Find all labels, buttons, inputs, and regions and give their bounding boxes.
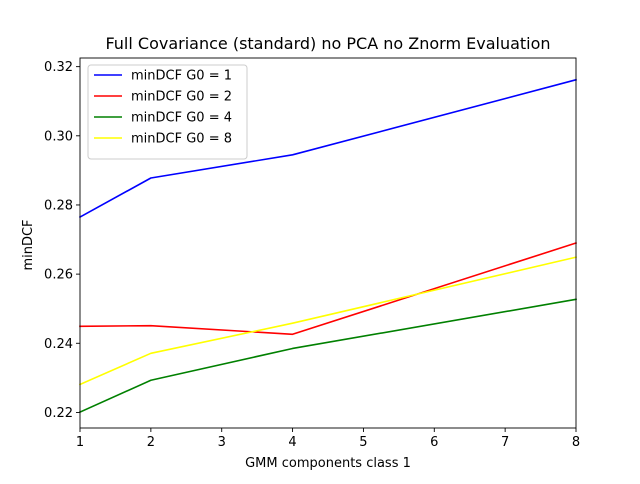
y-tick-label: 0.24 <box>44 337 73 352</box>
legend-label-4: minDCF G0 = 8 <box>131 132 232 147</box>
series-line-3 <box>78 298 577 414</box>
x-tick-label: 7 <box>501 435 509 450</box>
x-tick-label: 2 <box>147 435 155 450</box>
chart-title: Full Covariance (standard) no PCA no Zno… <box>105 34 550 53</box>
y-axis-label: minDCF <box>21 219 36 270</box>
y-tick-label: 0.32 <box>44 60 73 75</box>
y-tick-label: 0.28 <box>44 198 73 213</box>
x-tick-label: 5 <box>359 435 367 450</box>
legend-label-2: minDCF G0 = 2 <box>131 90 232 105</box>
y-tick-label: 0.22 <box>44 406 73 421</box>
legend-box <box>87 64 248 160</box>
series-line-2 <box>79 241 578 336</box>
plot-area: 1 2 3 4 5 6 7 8 0.22 0.24 0.26 0.28 0.30 0.32 <box>44 57 580 450</box>
legend-label-3: minDCF G0 = 4 <box>131 111 232 126</box>
x-tick-label: 3 <box>218 435 226 450</box>
x-tick-label: 1 <box>76 435 84 450</box>
series-line-4 <box>78 256 577 386</box>
x-tick-label: 6 <box>430 435 438 450</box>
legend: minDCF G0 = 1 minDCF G0 = 2 minDCF G0 = 4 m… <box>87 64 248 160</box>
x-axis-label: GMM components class 1 <box>245 456 411 471</box>
x-tick-label: 8 <box>572 435 580 450</box>
x-tick-label: 4 <box>288 435 296 450</box>
legend-label-1: minDCF G0 = 1 <box>131 69 232 84</box>
y-tick-label: 0.26 <box>44 268 73 283</box>
axes-frame <box>79 57 577 429</box>
y-tick-label: 0.30 <box>44 129 73 144</box>
series-line-1 <box>78 78 577 219</box>
